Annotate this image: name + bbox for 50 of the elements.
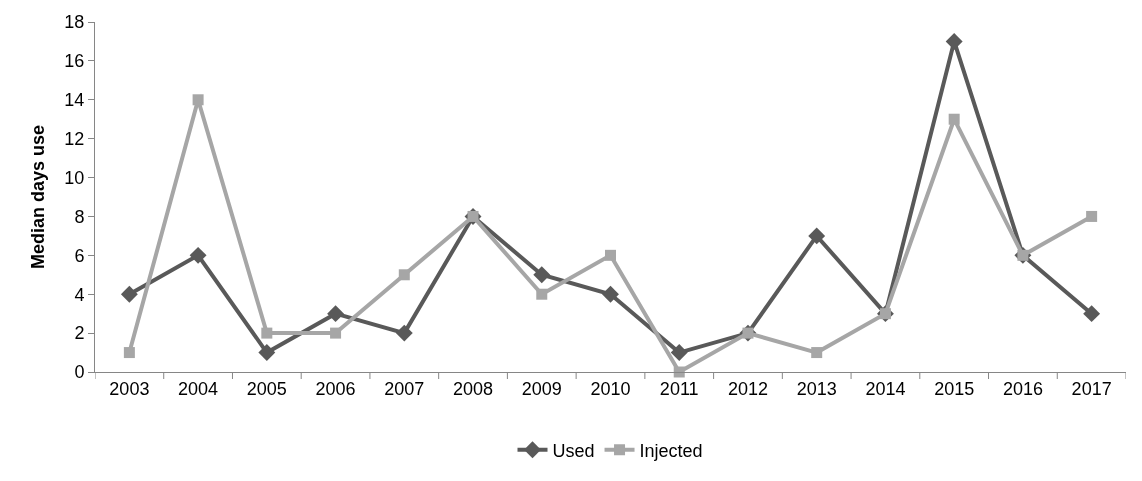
x-tick-label: 2011 xyxy=(659,378,699,399)
point xyxy=(395,324,413,342)
point xyxy=(811,347,823,359)
y-tick-label: 0 xyxy=(74,362,85,383)
y-tick-label: 2 xyxy=(74,323,85,344)
point xyxy=(536,288,548,300)
point xyxy=(123,347,135,359)
x-tick-label: 2004 xyxy=(178,378,219,399)
x-tick-label: 2017 xyxy=(1071,378,1112,399)
point xyxy=(1086,210,1098,222)
y-tick-label: 4 xyxy=(74,284,85,305)
x-tick-label: 2012 xyxy=(727,378,768,399)
point xyxy=(258,344,276,362)
point xyxy=(1083,305,1101,323)
point xyxy=(398,269,410,281)
y-tick-label: 16 xyxy=(64,51,85,72)
x-tick-label: 2003 xyxy=(109,378,150,399)
point xyxy=(945,32,963,50)
point xyxy=(120,285,138,303)
x-tick-label: 2009 xyxy=(521,378,562,399)
y-tick-label: 6 xyxy=(74,245,85,266)
x-tick-label: 2005 xyxy=(246,378,287,399)
y-tick-label: 10 xyxy=(64,167,85,188)
point xyxy=(605,249,616,261)
point xyxy=(602,285,619,303)
point xyxy=(948,113,960,125)
point xyxy=(673,366,685,378)
y-tick-label: 18 xyxy=(64,12,85,33)
x-tick-label: 2016 xyxy=(1002,378,1043,399)
x-tick-label: 2010 xyxy=(590,378,631,399)
point xyxy=(533,266,551,284)
point xyxy=(189,246,207,264)
x-tick-label: 2007 xyxy=(384,378,425,399)
point xyxy=(330,327,342,339)
legend-label: Used xyxy=(552,440,595,461)
legend-label: Injected xyxy=(639,440,703,461)
y-axis-title: Median days use xyxy=(27,124,48,270)
x-tick-label: 2014 xyxy=(865,378,906,399)
y-tick-label: 12 xyxy=(64,128,85,149)
point xyxy=(327,305,345,323)
y-tick-label: 14 xyxy=(64,90,85,111)
y-tick-label: 8 xyxy=(74,206,85,227)
point xyxy=(261,327,273,339)
x-tick-label: 2008 xyxy=(453,378,494,399)
x-tick-label: 2015 xyxy=(934,378,975,399)
point xyxy=(808,227,826,245)
point xyxy=(670,344,688,362)
point xyxy=(192,94,204,106)
x-tick-label: 2013 xyxy=(796,378,837,399)
x-tick-label: 2006 xyxy=(315,378,356,399)
